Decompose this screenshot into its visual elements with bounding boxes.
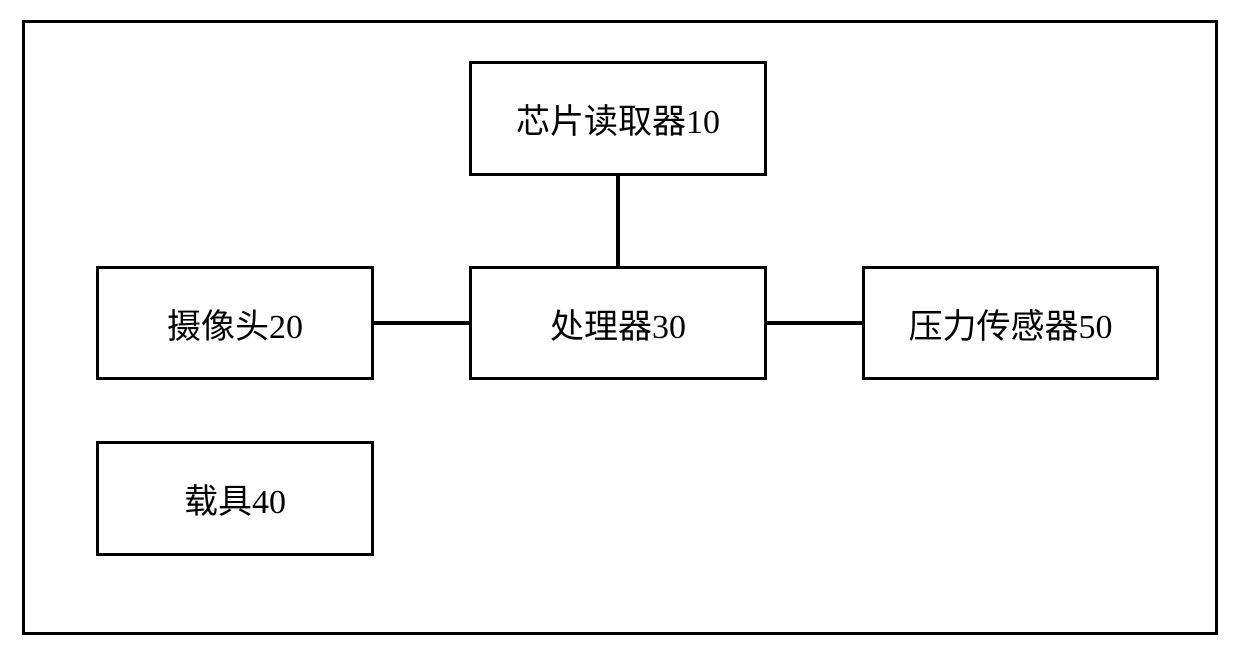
block-carrier: 载具40 [96, 441, 374, 556]
label-camera: 摄像头20 [167, 299, 303, 348]
label-pressure-sensor: 压力传感器50 [909, 299, 1113, 348]
block-camera: 摄像头20 [96, 266, 374, 380]
block-pressure-sensor: 压力传感器50 [862, 266, 1159, 380]
label-processor: 处理器30 [550, 299, 686, 348]
edge-camera-processor [374, 321, 469, 325]
edge-chipreader-processor [616, 176, 620, 266]
edge-processor-pressuresensor [767, 321, 862, 325]
block-chip-reader: 芯片读取器10 [469, 61, 767, 176]
block-processor: 处理器30 [469, 266, 767, 380]
label-carrier: 载具40 [184, 474, 286, 523]
label-chip-reader: 芯片读取器10 [516, 94, 720, 143]
